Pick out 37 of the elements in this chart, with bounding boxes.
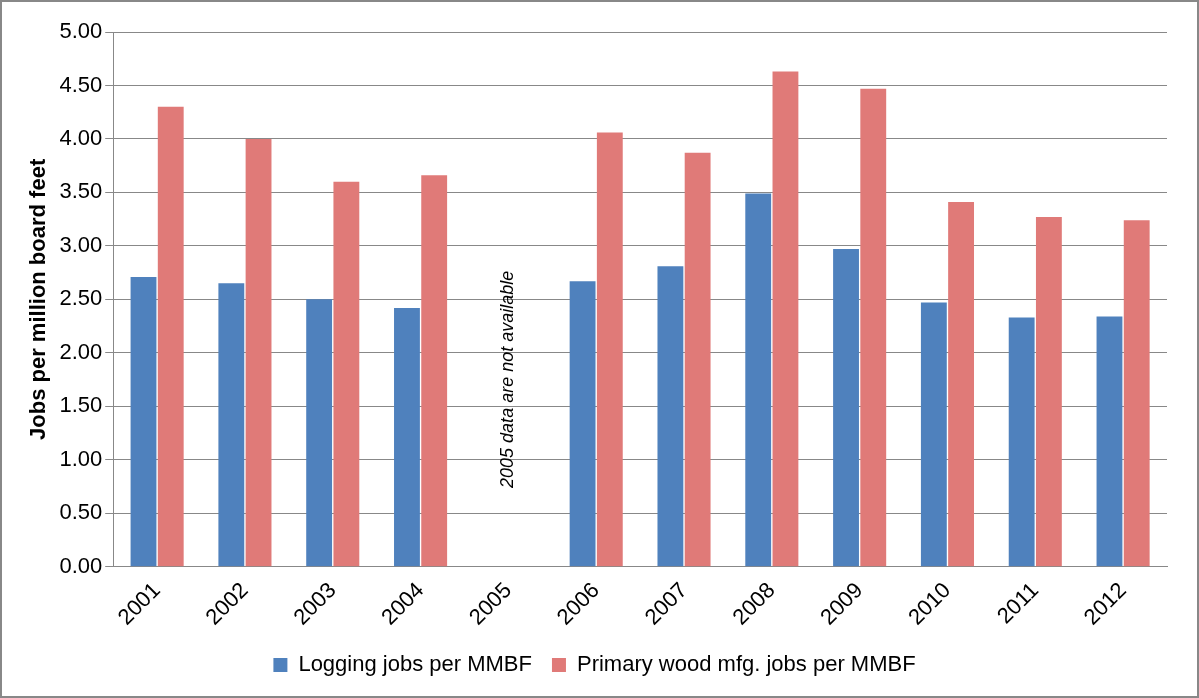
bar — [394, 307, 420, 567]
bar — [1008, 317, 1035, 567]
y-tick-label: 3.00 — [59, 231, 103, 257]
bar — [245, 138, 272, 567]
y-tick-label: 2.50 — [59, 285, 103, 311]
bar — [1123, 220, 1150, 567]
bar — [745, 193, 772, 567]
bar — [684, 152, 711, 567]
y-tick-label: 2.00 — [59, 338, 103, 364]
annotation: 2005 data are not available — [497, 270, 518, 489]
bar — [333, 181, 360, 567]
bar — [920, 302, 947, 567]
bar — [772, 71, 799, 567]
y-tick-label: 4.00 — [59, 125, 103, 151]
y-tick-label: 3.50 — [59, 178, 103, 204]
bar — [860, 88, 887, 567]
bar — [833, 249, 859, 567]
bar — [569, 281, 596, 567]
y-tick-label: 0.50 — [59, 499, 103, 525]
bar — [596, 132, 623, 567]
bar — [218, 283, 245, 567]
bar — [1035, 217, 1062, 567]
bar — [1096, 316, 1123, 567]
legend-label: Primary wood mfg. jobs per MMBF — [576, 651, 916, 677]
bar — [157, 106, 184, 567]
y-tick-label: 1.00 — [59, 445, 103, 471]
bar — [948, 202, 974, 567]
bar — [130, 276, 157, 567]
y-tick-label: 4.50 — [59, 71, 103, 97]
y-tick-label: 5.00 — [59, 18, 103, 44]
bar — [657, 266, 684, 567]
bar — [306, 299, 333, 567]
legend-label: Logging jobs per MMBF — [298, 651, 532, 677]
y-tick-label: 1.50 — [59, 392, 103, 418]
bar — [421, 175, 448, 567]
y-tick-label: 0.00 — [59, 552, 103, 578]
y-axis-title: Jobs per million board feet — [25, 158, 51, 440]
